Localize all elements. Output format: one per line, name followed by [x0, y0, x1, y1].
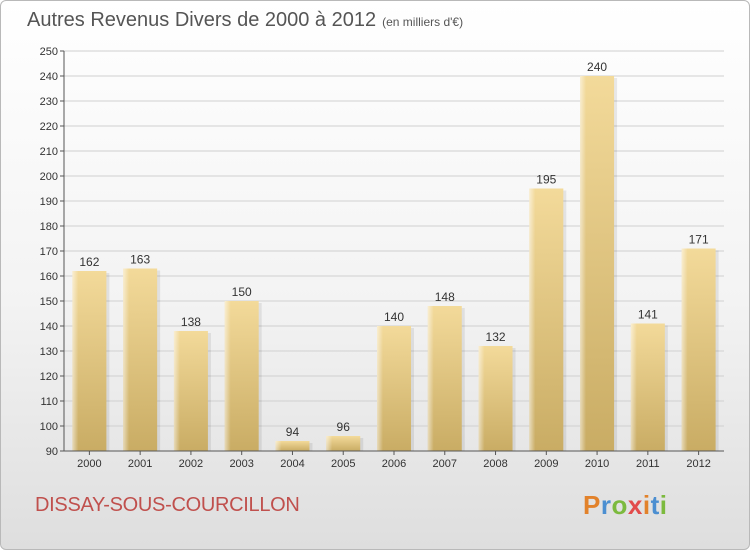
x-tick-label: 2003 — [229, 458, 253, 470]
bar-2004 — [275, 441, 310, 451]
x-tick-label: 2010 — [585, 458, 609, 470]
bar-highlight — [630, 323, 637, 451]
data-label: 240 — [587, 60, 607, 74]
bars-group — [72, 76, 719, 451]
y-tick-label: 210 — [40, 146, 58, 158]
y-tick-label: 110 — [40, 396, 58, 408]
x-tick-label: 2011 — [636, 458, 660, 470]
data-label: 132 — [486, 330, 506, 344]
data-label: 162 — [79, 255, 99, 269]
y-tick-label: 250 — [40, 46, 58, 58]
bar-highlight — [681, 248, 688, 451]
x-tick-label: 2007 — [433, 458, 457, 470]
y-tick-label: 230 — [40, 96, 58, 108]
x-tick-label: 2004 — [280, 458, 304, 470]
bar-2005 — [326, 436, 361, 451]
data-label: 138 — [181, 315, 201, 329]
y-tick-label: 180 — [40, 221, 58, 233]
bar-highlight — [173, 331, 180, 451]
axes-group: 90 100 110 120 130 140 150 160 170 180 190 200 210 22… — [40, 46, 724, 470]
y-tick-label: 200 — [40, 171, 58, 183]
x-tick-label: 2009 — [534, 458, 558, 470]
bar-highlight — [427, 306, 434, 451]
y-tick-label: 190 — [40, 196, 58, 208]
bar-highlight — [478, 346, 485, 451]
data-label: 163 — [130, 253, 150, 267]
bar-highlight — [224, 301, 231, 451]
x-tick-label: 2012 — [686, 458, 710, 470]
y-tick-label: 140 — [40, 321, 58, 333]
bar-highlight — [275, 441, 282, 451]
bar-highlight — [580, 76, 587, 451]
data-label: 148 — [435, 290, 455, 304]
data-label: 140 — [384, 310, 404, 324]
y-tick-label: 170 — [40, 246, 58, 258]
unit-note: (en milliers d'€) — [382, 15, 464, 29]
x-tick-label: 2002 — [179, 458, 203, 470]
y-tick-label: 220 — [40, 121, 58, 133]
data-label: 141 — [638, 308, 658, 322]
bar-highlight — [529, 188, 536, 451]
x-tick-label: 2005 — [331, 458, 355, 470]
commune-name: DISSAY-SOUS-COURCILLON — [35, 494, 300, 516]
bar-highlight — [72, 271, 79, 451]
y-tick-label: 130 — [40, 346, 58, 358]
y-tick-label: 240 — [40, 71, 58, 83]
proxiti-logo: Proxiti — [583, 490, 668, 520]
y-tick-label: 100 — [40, 421, 58, 433]
x-tick-label: 2006 — [382, 458, 406, 470]
y-tick-label: 90 — [46, 446, 58, 458]
x-tick-label: 2000 — [77, 458, 101, 470]
x-tick-label: 2008 — [483, 458, 507, 470]
data-label: 171 — [689, 233, 709, 247]
bar-highlight — [377, 326, 383, 451]
data-label: 96 — [337, 420, 351, 434]
bar-highlight — [123, 268, 130, 451]
bar-highlight — [326, 436, 333, 451]
chart-title: Autres Revenus Divers de 2000 à 2012 (en … — [27, 9, 463, 32]
title-text: Autres Revenus Divers de 2000 à 2012 — [27, 9, 377, 31]
x-tick-label: 2001 — [128, 458, 152, 470]
y-tick-label: 150 — [40, 296, 58, 308]
data-label: 94 — [286, 425, 300, 439]
y-tick-label: 120 — [40, 371, 58, 383]
data-label: 150 — [232, 285, 252, 299]
data-label: 195 — [536, 173, 556, 187]
value-labels: 162 163 138 150 94 96 140 148 132 195 240 141 171 — [79, 60, 709, 439]
y-tick-label: 160 — [40, 271, 58, 283]
